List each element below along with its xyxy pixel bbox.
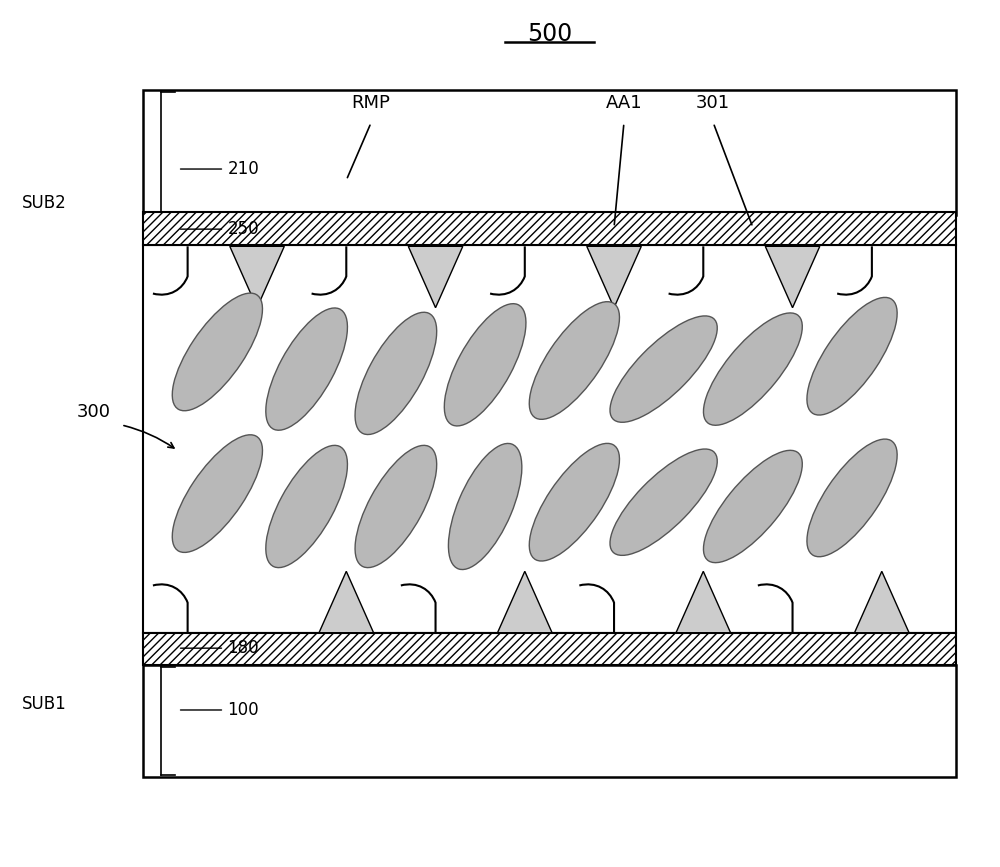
Bar: [143, 90, 956, 214]
Polygon shape: [855, 571, 909, 633]
Ellipse shape: [703, 313, 802, 426]
Polygon shape: [408, 246, 463, 308]
Bar: [143, 633, 956, 665]
Bar: [143, 665, 956, 777]
Ellipse shape: [266, 446, 347, 568]
Text: RMP: RMP: [352, 94, 391, 112]
Ellipse shape: [172, 293, 262, 411]
Text: 180: 180: [227, 639, 259, 657]
Bar: [143, 212, 956, 244]
Text: 300: 300: [76, 403, 110, 421]
Polygon shape: [230, 246, 284, 308]
Polygon shape: [498, 571, 552, 633]
Ellipse shape: [172, 434, 262, 552]
Ellipse shape: [529, 443, 619, 561]
Text: SUB2: SUB2: [21, 194, 66, 212]
Text: AA1: AA1: [606, 94, 642, 112]
Polygon shape: [676, 571, 731, 633]
Polygon shape: [319, 571, 374, 633]
Text: 500: 500: [527, 23, 572, 46]
Ellipse shape: [266, 308, 347, 430]
Ellipse shape: [703, 450, 802, 563]
Bar: [143, 244, 956, 633]
Text: 301: 301: [696, 94, 730, 112]
Polygon shape: [587, 246, 641, 308]
Text: 250: 250: [227, 220, 259, 238]
Text: 100: 100: [227, 701, 259, 719]
Ellipse shape: [448, 443, 522, 570]
Ellipse shape: [807, 297, 897, 415]
Ellipse shape: [444, 303, 526, 426]
Text: 210: 210: [227, 160, 259, 178]
Ellipse shape: [529, 302, 619, 420]
Text: SUB1: SUB1: [21, 695, 66, 713]
Ellipse shape: [355, 446, 437, 568]
Ellipse shape: [807, 439, 897, 557]
Ellipse shape: [355, 312, 437, 434]
Polygon shape: [765, 246, 820, 308]
Ellipse shape: [610, 449, 717, 556]
Ellipse shape: [610, 316, 717, 422]
